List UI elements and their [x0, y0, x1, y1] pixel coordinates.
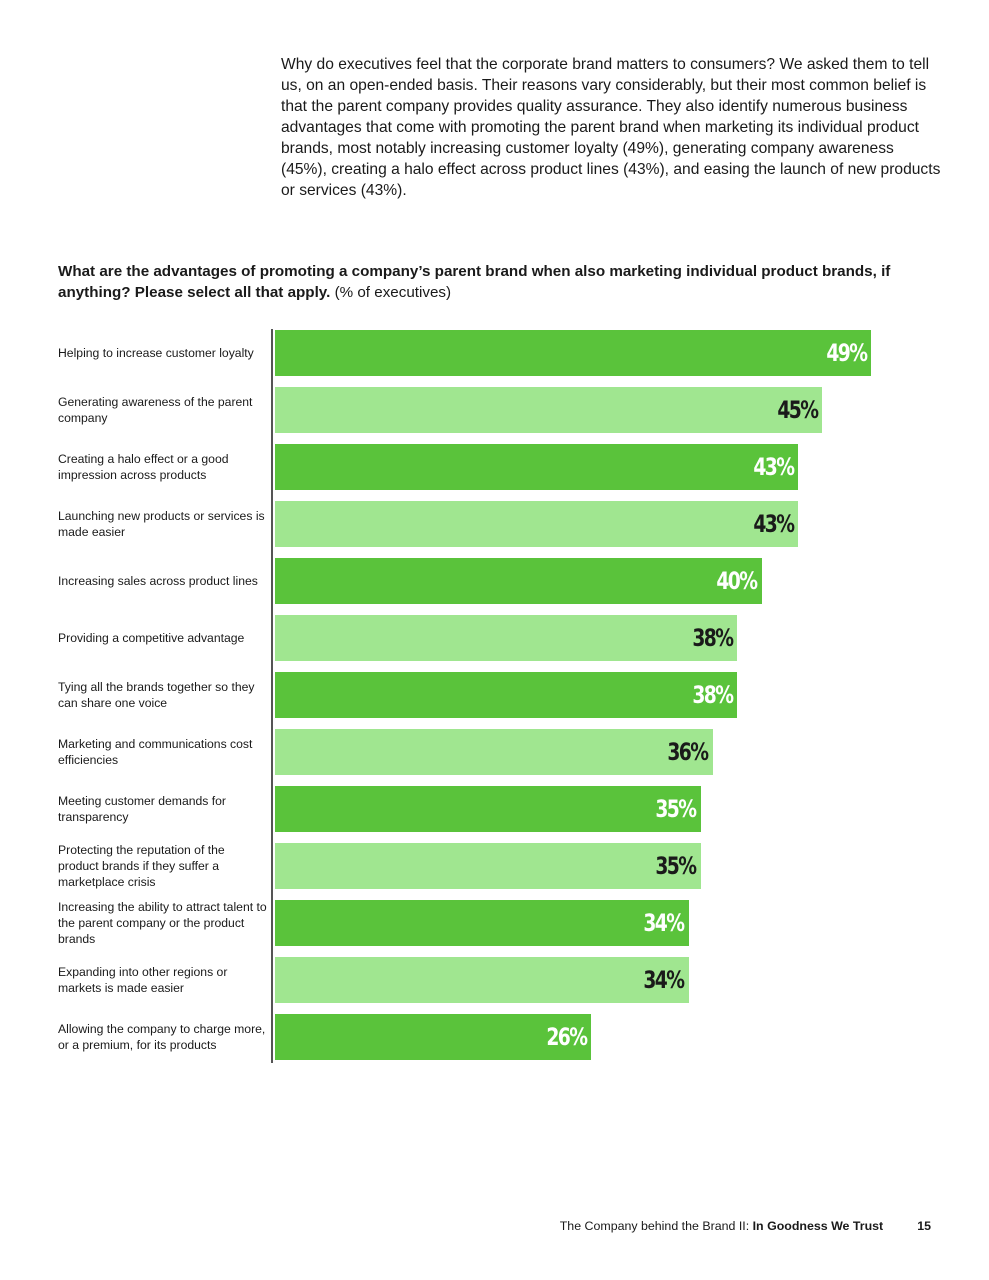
- bar: 35%: [275, 786, 701, 832]
- chart-question: What are the advantages of promoting a c…: [58, 261, 938, 303]
- bar: 26%: [275, 1014, 592, 1060]
- category-label: Generating awareness of the parent compa…: [58, 394, 253, 425]
- bar: 49%: [275, 330, 871, 376]
- category-label: Helping to increase customer loyalty: [58, 345, 254, 360]
- chart-question-unit: (% of executives): [334, 284, 452, 301]
- bar-value-label: 49%: [825, 339, 868, 367]
- bar: 36%: [275, 729, 713, 775]
- bar-value-label: 36%: [667, 738, 710, 766]
- bar: 45%: [275, 387, 823, 433]
- bar-value-label: 45%: [777, 396, 819, 424]
- bar-value-label: 26%: [546, 1023, 588, 1051]
- category-label: Creating a halo effect or a good impress…: [58, 451, 229, 482]
- bar: 43%: [275, 444, 799, 490]
- page-footer: The Company behind the Brand II: In Good…: [560, 1219, 931, 1233]
- category-label: Tying all the brands together so they ca…: [58, 679, 255, 710]
- category-label: Increasing the ability to attract talent…: [58, 899, 267, 947]
- category-label: Launching new products or services is ma…: [58, 508, 265, 539]
- bar-value-label: 38%: [692, 624, 734, 652]
- bar: 43%: [275, 501, 799, 547]
- bar-value-label: 43%: [752, 453, 795, 481]
- bar: 38%: [275, 615, 738, 661]
- chart-question-bold: What are the advantages of promoting a c…: [58, 263, 891, 301]
- category-label: Marketing and communications cost effici…: [58, 736, 253, 767]
- bar: 38%: [275, 672, 738, 718]
- bar-value-label: 40%: [716, 567, 758, 595]
- intro-paragraph: Why do executives feel that the corporat…: [281, 56, 941, 199]
- category-label: Meeting customer demands for transparenc…: [58, 793, 226, 824]
- category-label: Allowing the company to charge more, or …: [58, 1021, 266, 1052]
- category-label: Protecting the reputation of the product…: [58, 842, 225, 890]
- category-label: Increasing sales across product lines: [58, 573, 258, 588]
- bar-value-label: 35%: [655, 795, 698, 823]
- bar-value-label: 34%: [643, 966, 685, 994]
- bar: 35%: [275, 843, 701, 889]
- bar-value-label: 35%: [655, 852, 698, 880]
- bar-value-label: 34%: [643, 909, 685, 937]
- bar-value-label: 43%: [752, 510, 795, 538]
- footer-title: The Company behind the Brand II:: [559, 1219, 753, 1233]
- footer-title-bold: In Goodness We Trust: [752, 1219, 884, 1233]
- page-number: 15: [917, 1219, 931, 1233]
- bar: 34%: [275, 900, 689, 946]
- bar: 34%: [275, 957, 689, 1003]
- chart-axis-line: [271, 329, 273, 1063]
- category-label: Expanding into other regions or markets …: [58, 964, 228, 995]
- bar-value-label: 38%: [692, 681, 734, 709]
- category-label: Providing a competitive advantage: [58, 630, 245, 645]
- bar: 40%: [275, 558, 762, 604]
